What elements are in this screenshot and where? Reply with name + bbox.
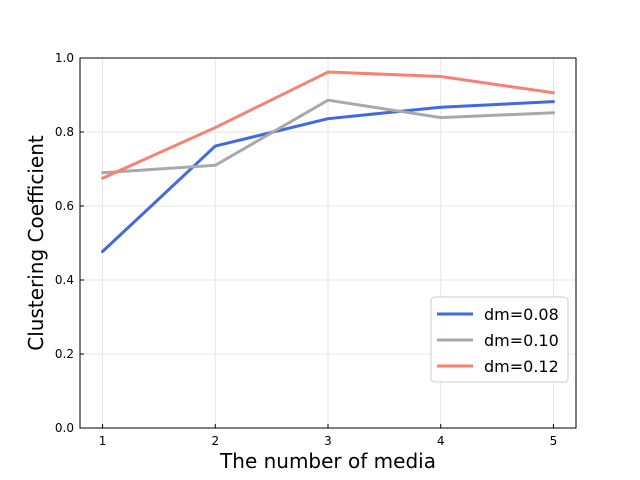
y-axis-ticks: 0.0 0.2 0.4 0.6 0.8 1.0 (55, 51, 84, 435)
series-line-dm=0.12 (101, 70, 555, 180)
series-line-dm=0.10 (101, 98, 555, 175)
x-tick-label: 3 (324, 434, 332, 448)
x-tick-label: 2 (211, 434, 219, 448)
y-axis-label: Clustering Coefficient (24, 135, 48, 351)
x-tick-label: 4 (437, 434, 445, 448)
y-tick-label: 1.0 (55, 51, 74, 65)
legend-label-dm=0.12: dm=0.12 (484, 357, 559, 376)
series-layer (101, 70, 555, 254)
y-tick-label: 0.6 (55, 199, 74, 213)
x-axis-label: The number of media (219, 449, 436, 473)
legend-label-dm=0.08: dm=0.08 (484, 305, 559, 324)
x-tick-label: 5 (550, 434, 558, 448)
y-tick-label: 0.2 (55, 347, 74, 361)
y-tick-label: 0.0 (55, 421, 74, 435)
y-tick-label: 0.4 (55, 273, 74, 287)
y-tick-label: 0.8 (55, 125, 74, 139)
legend-label-dm=0.10: dm=0.10 (484, 331, 559, 350)
legend: dm=0.08 dm=0.10 dm=0.12 (430, 296, 569, 383)
series-line-dm=0.08 (101, 100, 555, 254)
legend-box (430, 296, 569, 383)
x-axis-ticks: 1 2 3 4 5 (99, 424, 558, 448)
x-tick-label: 1 (99, 434, 107, 448)
